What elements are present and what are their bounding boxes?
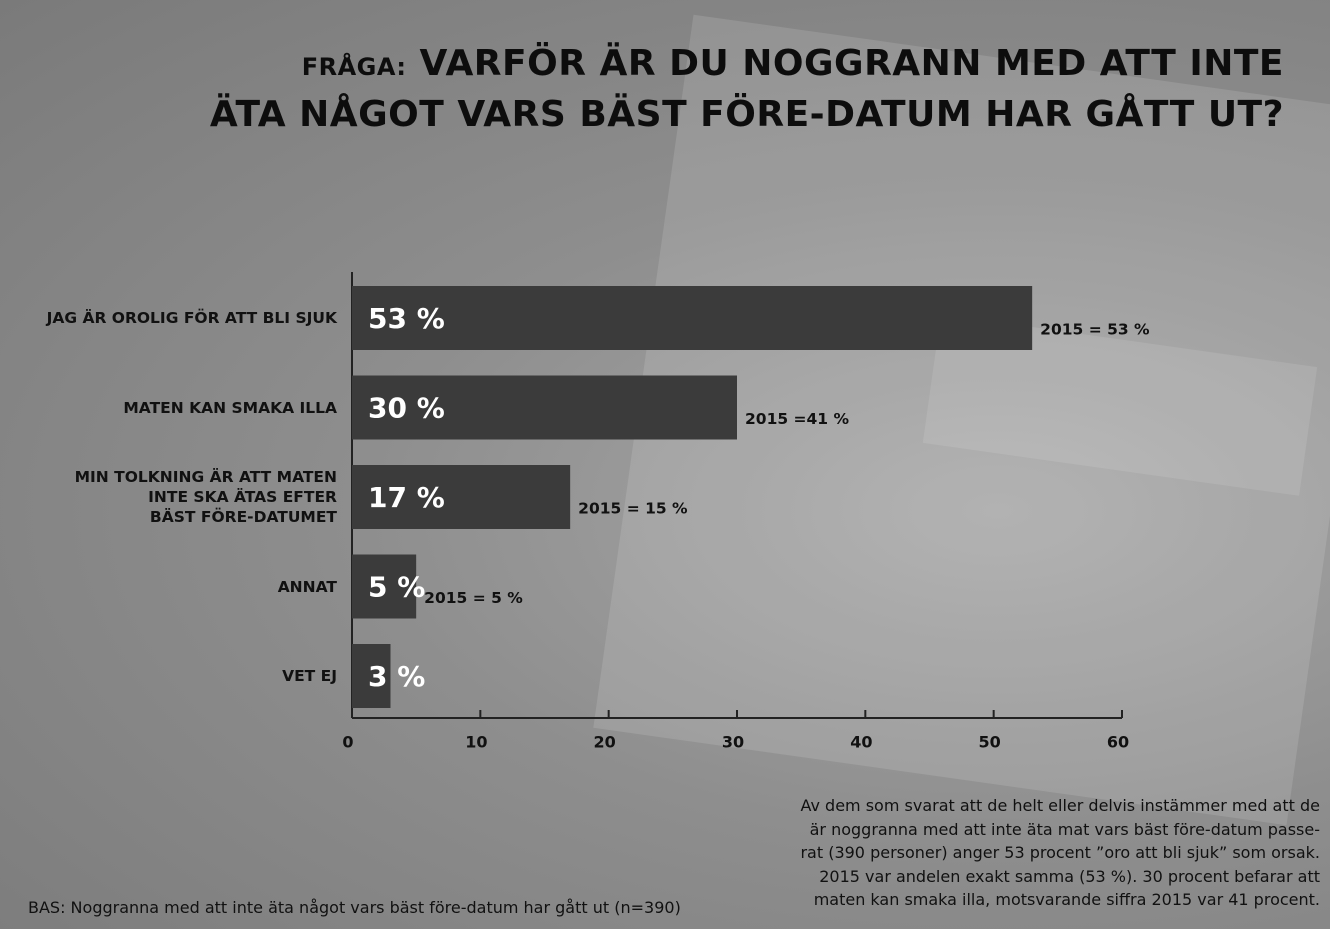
x-tick-label: 60 <box>1107 733 1129 752</box>
bar <box>352 465 571 529</box>
x-tick-label: 0 <box>342 733 353 752</box>
x-tick-label: 30 <box>722 733 744 752</box>
title-line: VARFÖR ÄR DU NOGGRANN MED ATT INTE <box>419 43 1284 84</box>
bar <box>352 286 1033 350</box>
comparison-label: 2015 = 5 % <box>424 589 523 607</box>
title-line: ÄTA NÅGOT VARS BÄST FÖRE-DATUM HAR GÅTT … <box>209 94 1284 135</box>
category-label: MIN TOLKNING ÄR ATT MATEN INTE SKA ÄTAS … <box>74 468 337 526</box>
comparison-label: 2015 = 15 % <box>578 500 688 518</box>
value-label: 5 % <box>368 571 425 604</box>
description: Av dem som svarat att de helt eller delv… <box>800 796 1320 909</box>
category-label: MATEN KAN SMAKA ILLA <box>123 398 337 417</box>
bar <box>352 554 417 619</box>
bar <box>352 644 391 708</box>
title-prefix: FRÅGA: <box>301 53 407 81</box>
value-label: 17 % <box>368 481 445 514</box>
category-label: JAG ÄR OROLIG FÖR ATT BLI SJUK <box>46 309 337 327</box>
comparison-label: 2015 = 53 % <box>1040 321 1150 339</box>
chart-title: FRÅGA: VARFÖR ÄR DU NOGGRANN MED ATT INT… <box>210 40 1284 139</box>
value-label: 53 % <box>368 302 445 335</box>
value-label: 30 % <box>368 392 445 425</box>
bar <box>352 375 737 440</box>
category-label: ANNAT <box>277 577 337 596</box>
value-label: 3 % <box>368 660 425 693</box>
base-note: BAS: Noggranna med att inte äta något va… <box>28 898 681 917</box>
x-tick-label: 20 <box>594 733 616 752</box>
x-tick-label: 10 <box>465 733 487 752</box>
x-tick-label: 40 <box>850 733 872 752</box>
category-label: VET EJ <box>282 667 337 685</box>
x-tick-label: 50 <box>979 733 1001 752</box>
comparison-label: 2015 =41 % <box>745 410 849 428</box>
